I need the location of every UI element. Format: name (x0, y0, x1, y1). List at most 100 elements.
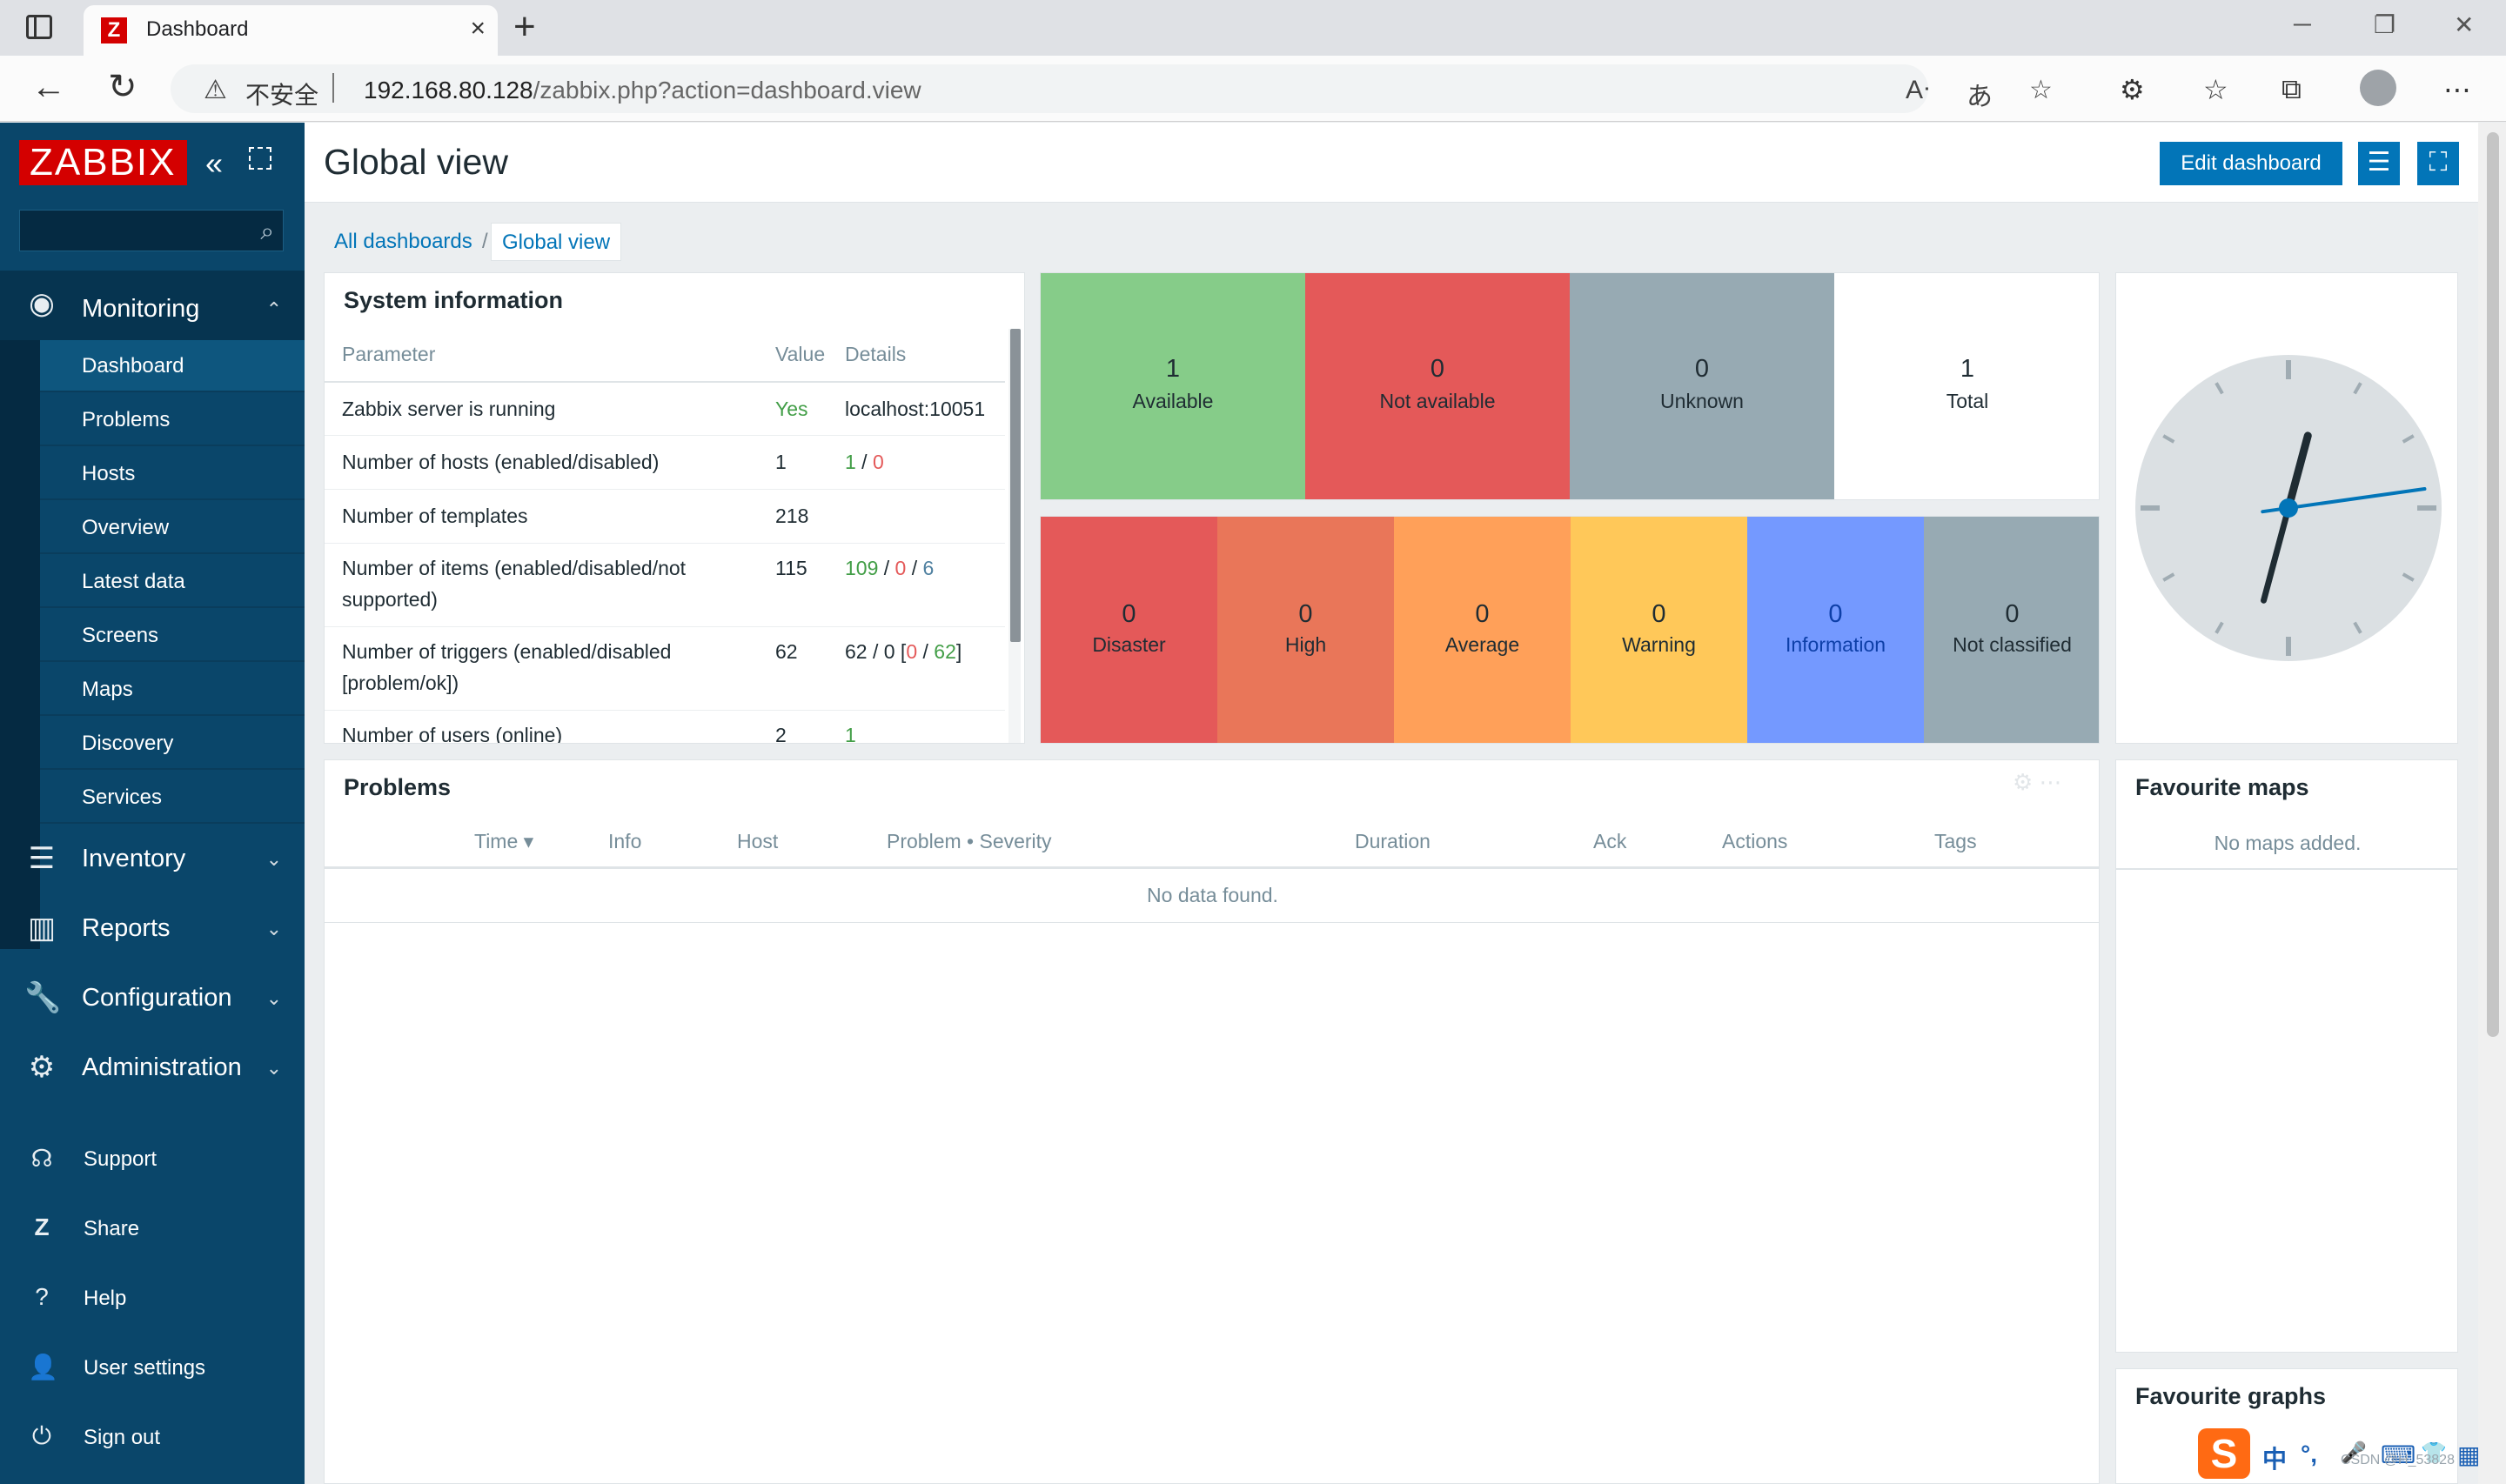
footer-sign-out[interactable]: ⏻ Sign out (0, 1412, 305, 1464)
minimize-icon[interactable]: ─ (2294, 10, 2311, 37)
footer-help[interactable]: ? Help (0, 1273, 305, 1325)
menu-inventory[interactable]: ☰ Inventory ⌄ (0, 826, 305, 895)
availability-available[interactable]: 1 Available (1041, 273, 1305, 499)
sidebar-item-latest-data[interactable]: Latest data (40, 556, 305, 608)
translate-icon[interactable]: あ (1967, 83, 1993, 111)
wrench-icon: 🔧 (24, 981, 62, 1014)
sidebar-item-dashboard[interactable]: Dashboard (40, 340, 305, 392)
browser-tab[interactable]: Z Dashboard × (84, 5, 498, 56)
label: Available (1132, 390, 1214, 412)
severity-disaster[interactable]: 0 Disaster (1041, 517, 1217, 743)
ime-punctuation-icon[interactable]: °, (2301, 1441, 2317, 1467)
column-header-time[interactable]: Time ▾ (474, 830, 534, 852)
question-icon: ? (35, 1283, 49, 1310)
menu-configuration[interactable]: 🔧 Configuration ⌄ (0, 965, 305, 1034)
url-text[interactable]: 192.168.80.128/zabbix.php?action=dashboa… (364, 77, 921, 104)
menu-label-configuration: Configuration (82, 984, 232, 1012)
menu-monitoring[interactable]: ◉ Monitoring ⌃ (0, 271, 305, 352)
column-header-host: Host (737, 830, 779, 852)
value-cell: 1 (775, 451, 787, 473)
edit-dashboard-button[interactable]: Edit dashboard (2160, 142, 2342, 185)
footer-user-settings[interactable]: 👤 User settings (0, 1342, 305, 1394)
sidebar-item-hosts[interactable]: Hosts (40, 448, 305, 500)
sidebar-item-problems[interactable]: Problems (40, 394, 305, 446)
availability-not-available[interactable]: 0 Not available (1305, 273, 1570, 499)
add-favorite-icon[interactable]: ☆ (2029, 76, 2053, 104)
fullscreen-icon[interactable]: ⛶ (2417, 142, 2459, 185)
breadcrumb-all-dashboards[interactable]: All dashboards (334, 230, 472, 253)
ime-language-toggle[interactable]: 中 (2262, 1446, 2288, 1473)
severity-high[interactable]: 0 High (1217, 517, 1394, 743)
search-icon[interactable]: ⌕ (260, 217, 274, 244)
sidebar-item-label: Discovery (82, 732, 174, 755)
collections-icon[interactable]: ⧉ (2282, 73, 2302, 104)
extensions-icon[interactable]: ⚙ (2120, 74, 2145, 105)
collapse-sidebar-icon[interactable]: « (205, 145, 224, 181)
widget-scrollbar-thumb[interactable] (1010, 329, 1021, 642)
sidebar-item-label: Dashboard (82, 354, 184, 378)
details-cell: 62 / 0 [0 / 62] (845, 640, 962, 663)
menu-administration[interactable]: ⚙ Administration ⌄ (0, 1034, 305, 1104)
severity-warning[interactable]: 0 Warning (1571, 517, 1747, 743)
tab-title: Dashboard (146, 17, 249, 41)
tab-close-icon[interactable]: × (470, 14, 486, 43)
ime-grid-icon[interactable]: ▦ (2457, 1441, 2481, 1468)
dashboard-actions-menu-icon[interactable]: ☰ (2358, 142, 2400, 185)
sidebar-item-screens[interactable]: Screens (40, 610, 305, 662)
availability-unknown[interactable]: 0 Unknown (1570, 273, 1834, 499)
widget-settings-icon[interactable]: ⚙ ⋯ (2013, 769, 2062, 795)
breadcrumb-current[interactable]: Global view (491, 223, 622, 261)
severity-average[interactable]: 0 Average (1394, 517, 1571, 743)
sidebar-search-input[interactable]: ⌕ (19, 210, 284, 251)
tab-actions-icon[interactable] (26, 15, 52, 39)
sidebar-item-discovery[interactable]: Discovery (40, 718, 305, 770)
ime-skin-icon[interactable]: 👕 (2421, 1441, 2447, 1465)
table-row: Number of templates 218 (325, 489, 1005, 543)
severity-information[interactable]: 0 Information (1747, 517, 1924, 743)
sidebar-item-maps[interactable]: Maps (40, 664, 305, 716)
value-cell: 62 (775, 640, 798, 663)
hour-hand (2284, 431, 2312, 512)
param-cell: Number of triggers (enabled/disabled [pr… (342, 640, 672, 694)
problems-widget: Problems ⚙ ⋯ Time ▾ Info Host Problem • … (324, 759, 2100, 1484)
kiosk-mode-icon[interactable] (249, 147, 271, 170)
headset-icon: ☊ (30, 1145, 53, 1172)
chevron-down-icon: ⌄ (265, 1057, 282, 1079)
label: Information (1785, 633, 1886, 656)
ime-keyboard-icon[interactable]: ⌨ (2381, 1441, 2416, 1468)
insecure-label[interactable]: 不安全 (245, 82, 319, 109)
menu-reports[interactable]: ▥ Reports ⌄ (0, 895, 305, 965)
sogou-logo-icon[interactable]: S (2198, 1428, 2250, 1479)
sidebar-item-label: Overview (82, 516, 170, 539)
no-maps-message: No maps added. (2214, 832, 2362, 854)
favorites-icon[interactable]: ☆ (2203, 74, 2228, 105)
availability-total[interactable]: 1 Total (1834, 273, 2099, 499)
page-scrollbar-thumb[interactable] (2487, 132, 2499, 1037)
severity-not-classified[interactable]: 0 Not classified (1924, 517, 2099, 743)
clock-tick (2215, 382, 2224, 395)
refresh-icon[interactable]: ↻ (108, 68, 137, 106)
footer-share[interactable]: Z Share (0, 1203, 305, 1255)
restore-icon[interactable]: ❐ (2374, 11, 2396, 38)
read-aloud-icon[interactable]: A͏ᐧ (1906, 76, 1930, 104)
no-data-message: No data found. (1147, 884, 1278, 906)
footer-support[interactable]: ☊ Support (0, 1133, 305, 1186)
new-tab-icon[interactable]: + (513, 5, 536, 48)
window-close-icon[interactable]: ✕ (2454, 11, 2475, 38)
zabbix-logo[interactable]: ZABBIX (19, 140, 187, 185)
table-row: Number of users (online) 2 1 (325, 710, 1005, 743)
param-cell: Number of templates (342, 505, 528, 527)
footer-label: User settings (84, 1356, 206, 1380)
ime-mic-icon[interactable]: 🎤 (2341, 1441, 2367, 1465)
more-icon[interactable]: ⋯ (2443, 74, 2471, 105)
back-icon[interactable]: ← (31, 68, 66, 106)
menu-label-reports: Reports (82, 914, 171, 942)
sidebar-item-services[interactable]: Services (40, 772, 305, 824)
url-field[interactable]: ⚠ 不安全 192.168.80.128/zabbix.php?action=d… (171, 64, 2053, 113)
page-header: Global view Edit dashboard ☰ ⛶ (305, 123, 2478, 203)
sidebar-item-overview[interactable]: Overview (40, 502, 305, 554)
count: 0 (1430, 355, 1445, 383)
gear-icon: ⚙ (28, 1051, 56, 1084)
widget-title: Problems (344, 774, 452, 800)
profile-icon[interactable] (2360, 70, 2396, 106)
